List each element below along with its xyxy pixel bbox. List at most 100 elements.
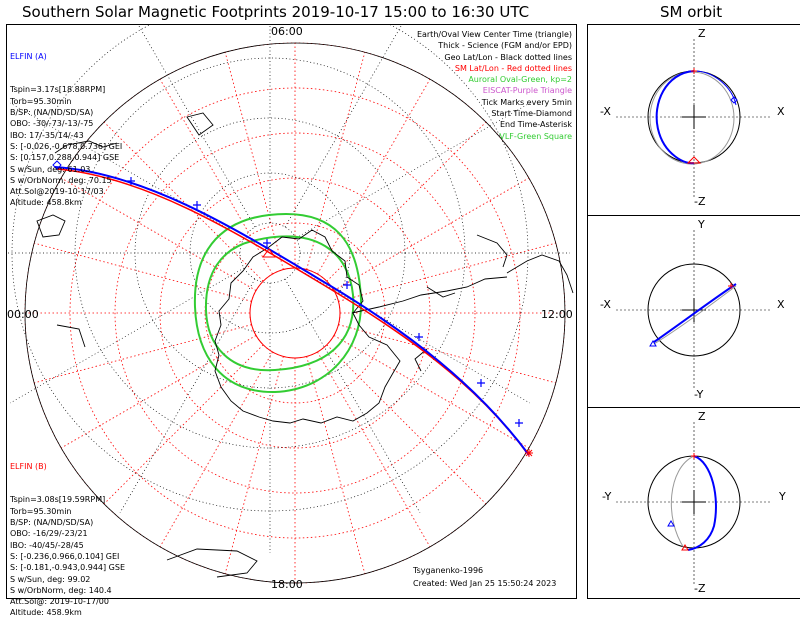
orbit2-right-label: X bbox=[777, 298, 785, 311]
orbit1-left-label: -X bbox=[600, 105, 611, 118]
elfin-b-line: S w/OrbNorm, deg: 140.4 bbox=[10, 585, 112, 595]
elfin-b-line: Att.Sol@: 2019-10-17/00 bbox=[10, 597, 109, 607]
track-tick-marks bbox=[127, 177, 523, 427]
sm-orbit-panel: Z -Z -X X Y -Y -X X bbox=[587, 24, 800, 599]
legend-item: End Time-Asterisk bbox=[499, 120, 572, 130]
elfin-a-line: Tspin=3.17s[18.88RPM] bbox=[10, 85, 106, 95]
coastline bbox=[36, 112, 574, 578]
elfin-a-line: IBO: 17/-35/14/-43 bbox=[10, 130, 84, 140]
elfin-a-info: ELFIN (A) Tspin=3.17s[18.88RPM] Torb=95.3… bbox=[10, 28, 122, 231]
orbit-plot-yz bbox=[616, 422, 772, 584]
geo-longitude-lines bbox=[7, 25, 570, 553]
grid-line bbox=[295, 267, 530, 404]
orbit3-right-label: Y bbox=[779, 490, 786, 503]
elfin-a-line: S: [0.157,0.288,0.944] GSE bbox=[10, 153, 120, 163]
grid-line bbox=[338, 324, 556, 384]
orbit-plot-xz bbox=[616, 39, 772, 197]
elfin-a-line: Torb=95.30min bbox=[10, 96, 72, 106]
grid-line bbox=[34, 242, 252, 302]
clock-label-bottom: 18:00 bbox=[271, 578, 303, 591]
elfin-b-line: S w/Sun, deg: 99.02 bbox=[10, 574, 91, 584]
page-title: Southern Solar Magnetic Footprints 2019-… bbox=[22, 3, 530, 21]
grid-line bbox=[333, 335, 530, 449]
elfin-a-track bbox=[54, 166, 530, 456]
end-asterisk bbox=[525, 449, 533, 457]
grid-line bbox=[103, 121, 264, 282]
orbit-title: SM orbit bbox=[660, 3, 723, 21]
created-timestamp: Created: Wed Jan 25 15:50:24 2023 bbox=[413, 579, 557, 588]
grid-line bbox=[224, 356, 284, 574]
orbit-plot-xy bbox=[616, 230, 772, 390]
orbit3-left-label: -Y bbox=[602, 490, 612, 503]
grid-line bbox=[119, 278, 256, 513]
grid-line bbox=[10, 267, 245, 404]
grid-line bbox=[224, 52, 284, 270]
elfin-b-info: ELFIN (B) Tspin=3.08s[19.59RPM] Torb=95.3… bbox=[10, 438, 125, 641]
clock-label-left: 00:00 bbox=[7, 308, 39, 321]
legend-item: VLF-Green Square bbox=[499, 131, 572, 141]
elfin-b-line: S: [-0.181,-0.943,0.944] GSE bbox=[10, 563, 125, 573]
grid-line bbox=[159, 351, 273, 548]
legend-item: Auroral Oval-Green, kp=2 bbox=[468, 75, 572, 85]
grid-line bbox=[326, 121, 487, 282]
elfin-b-line: OBO: -16/29/-23/21 bbox=[10, 529, 88, 539]
footprint-map-panel: 06:00 00:00 12:00 18:00 Earth/Oval View … bbox=[6, 24, 577, 617]
elfin-b-line: IBO: -40/45/-28/45 bbox=[10, 540, 84, 550]
footprint-map bbox=[7, 25, 574, 584]
grid-line bbox=[306, 52, 366, 270]
grid-line bbox=[326, 344, 487, 505]
orbit1-right-label: X bbox=[777, 105, 785, 118]
grid-line bbox=[306, 356, 366, 574]
elfin-a-lines: Tspin=3.17s[18.88RPM] Torb=95.30min B/SP: … bbox=[10, 84, 122, 208]
grid-line bbox=[103, 344, 264, 505]
elfin-b-line: Altitude: 458.9km bbox=[10, 608, 82, 618]
legend-item: Earth/Oval View Center Time (triangle) bbox=[416, 30, 572, 39]
elfin-b-track bbox=[56, 168, 528, 454]
auroral-oval bbox=[193, 212, 363, 394]
grid-line bbox=[333, 177, 530, 291]
elfin-b-line: Tspin=3.08s[19.59RPM] bbox=[10, 495, 106, 505]
legend-item: SM Lat/Lon - Red dotted lines bbox=[454, 63, 572, 73]
legend-item: Start Time-Diamond bbox=[491, 109, 572, 119]
elfin-a-line: OBO: -30/-73/-13/-75 bbox=[10, 119, 94, 129]
legend-item: Thick - Science (FGM and/or EPD) bbox=[438, 41, 572, 51]
grid-line bbox=[317, 78, 431, 275]
grid-line bbox=[284, 278, 421, 513]
elfin-b-label: ELFIN (B) bbox=[10, 461, 47, 471]
clock-label-right: 12:00 bbox=[541, 308, 573, 321]
elfin-a-line: S w/Sun, deg: 61.03 bbox=[10, 164, 91, 174]
orbit1-top-label: Z bbox=[698, 27, 706, 40]
sm-pole-circle bbox=[249, 267, 341, 359]
grid-line bbox=[60, 335, 257, 449]
map-boundary bbox=[24, 42, 566, 584]
orbit2-top-label: Y bbox=[698, 218, 705, 231]
orbit-panel-yz: Z -Z -Y Y bbox=[588, 408, 800, 600]
elfin-a-label: ELFIN (A) bbox=[10, 51, 47, 61]
elfin-a-line: S w/OrbNorm, deg: 70.15 bbox=[10, 175, 112, 185]
model-credit: Tsyganenko-1996 bbox=[413, 566, 484, 575]
legend-item: Tick Marks every 5min bbox=[481, 97, 572, 107]
start-diamond bbox=[52, 160, 62, 170]
orbit1-bottom-label: -Z bbox=[694, 195, 706, 208]
elfin-b-line: B/SP: (NA/ND/SD/SA) bbox=[10, 518, 94, 528]
orbit2-bottom-label: -Y bbox=[694, 388, 704, 401]
legend: Earth/Oval View Center Time (triangle) Th… bbox=[417, 29, 572, 142]
orbit3-bottom-label: -Z bbox=[694, 582, 706, 595]
grid-line bbox=[34, 324, 252, 384]
elfin-a-line: S: [-0.026,-0.678,0.736] GEI bbox=[10, 141, 123, 151]
orbit2-left-label: -X bbox=[600, 298, 611, 311]
orbit3-top-label: Z bbox=[698, 410, 706, 423]
grid-line bbox=[284, 25, 403, 228]
elfin-a-line: B/SP: (NA/ND/SD/SA) bbox=[10, 108, 94, 118]
grid-line bbox=[137, 25, 256, 228]
legend-item: EISCAT-Purple Triangle bbox=[482, 86, 572, 96]
view-center-triangle bbox=[262, 248, 276, 258]
elfin-b-line: S: [-0.236,0.966,0.104] GEI bbox=[10, 551, 120, 561]
grid-line bbox=[295, 102, 530, 239]
grid-line bbox=[338, 242, 556, 302]
elfin-a-line: Altitude: 458.8km bbox=[10, 198, 82, 208]
legend-item: Geo Lat/Lon - Black dotted lines bbox=[444, 52, 572, 62]
clock-label-top: 06:00 bbox=[271, 25, 303, 38]
elfin-b-lines: Tspin=3.08s[19.59RPM] Torb=95.30min B/SP: … bbox=[10, 494, 125, 618]
orbit-panel-xz: Z -Z -X X bbox=[588, 25, 800, 216]
